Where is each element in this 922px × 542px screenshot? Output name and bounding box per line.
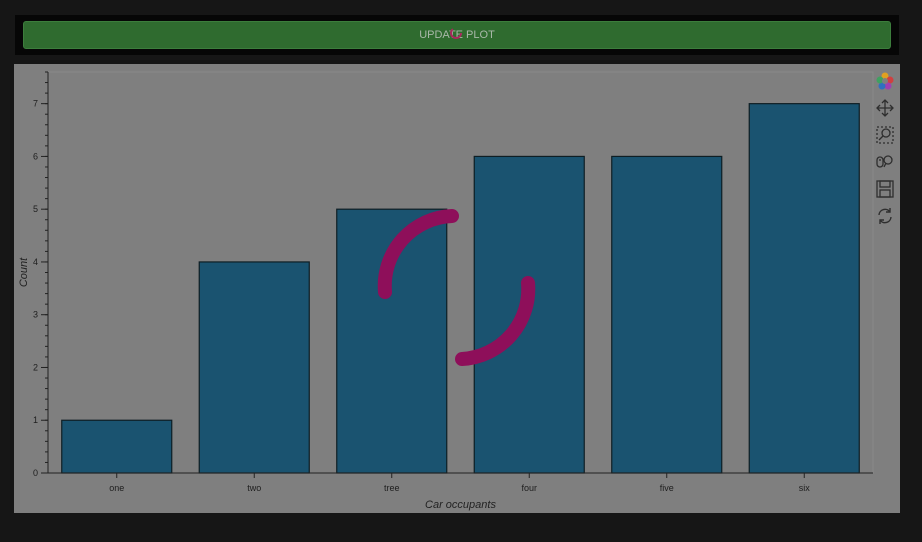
x-tick-label: six — [799, 483, 810, 493]
bokeh-logo-icon[interactable] — [874, 70, 896, 92]
bar-one — [61, 419, 173, 474]
x-axis-label: Car occupants — [425, 499, 496, 511]
box-zoom-icon[interactable] — [874, 124, 896, 146]
save-icon[interactable] — [874, 178, 896, 200]
button-bar: UPDATE PLOT — [15, 15, 899, 55]
y-tick-label: 3 — [33, 310, 38, 320]
x-tick-label: two — [247, 483, 261, 493]
plot-toolbar — [874, 70, 898, 232]
wheel-zoom-icon[interactable] — [874, 151, 896, 173]
loading-spinner — [377, 209, 536, 366]
y-axis-label: Count — [18, 257, 30, 287]
x-tick-label: five — [660, 483, 674, 493]
y-tick-label: 0 — [33, 468, 38, 478]
y-tick-label: 2 — [33, 362, 38, 372]
update-plot-label: UPDATE PLOT — [419, 29, 495, 41]
x-tick-label: four — [521, 483, 537, 493]
button-spinner-icon — [450, 27, 462, 39]
y-tick-label: 5 — [33, 204, 38, 214]
bar-two — [198, 261, 310, 474]
y-tick-label: 6 — [33, 151, 38, 161]
x-tick-label: tree — [384, 483, 400, 493]
y-tick-label: 4 — [33, 257, 38, 267]
bar-six — [748, 103, 860, 474]
x-tick-label: one — [109, 483, 124, 493]
y-tick-label: 7 — [33, 99, 38, 109]
bar-five — [611, 155, 723, 474]
pan-icon[interactable] — [874, 97, 896, 119]
update-plot-button[interactable]: UPDATE PLOT — [23, 21, 891, 49]
y-tick-label: 1 — [33, 415, 38, 425]
reset-icon[interactable] — [874, 205, 896, 227]
